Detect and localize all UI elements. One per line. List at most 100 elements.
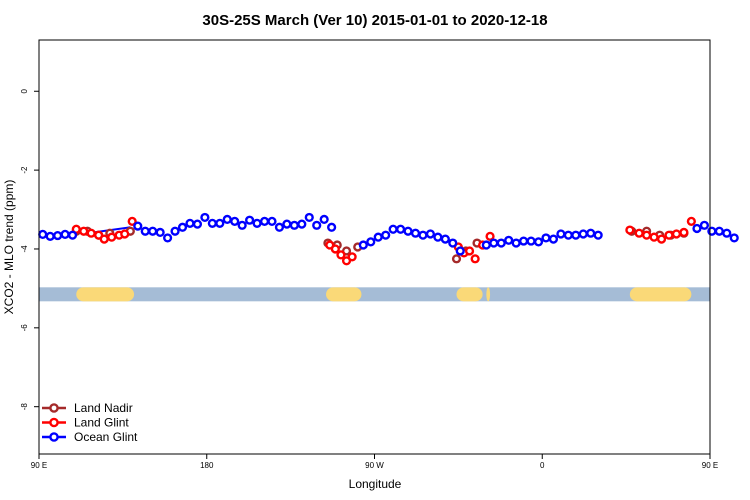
ocean-glint-point [707,226,717,236]
legend-item-land-glint: Land Glint [42,416,129,430]
ocean-glint-point [297,219,307,229]
ocean-glint-point [312,220,322,230]
ocean-glint-point [433,232,443,242]
ocean-glint-point [403,226,413,236]
ocean-glint-point [289,220,299,230]
ocean-glint-point [155,227,165,238]
ocean-glint-point [366,237,376,247]
y-tick-label: 0 [20,88,29,93]
y-axis: 0 -2 -4 -6 -8 [20,88,39,410]
land-band-segment [326,287,362,302]
land-glint-point [79,226,89,236]
land-glint-point [464,246,475,256]
ocean-glint-point [192,219,203,229]
ocean-glint-point [586,228,596,238]
x-tick-label: 90 E [702,461,718,470]
ocean-glint-point [230,216,240,226]
ocean-glint-point [526,236,536,246]
ocean-glint-point [38,229,48,239]
ocean-glint-point [729,233,739,243]
ocean-glint-point [556,229,566,239]
y-tick-label: -2 [20,166,29,174]
land-glint-point [649,232,659,242]
legend-item-land-nadir: Land Nadir [42,401,133,415]
series-land-glint [71,216,696,266]
x-tick-label: 90 W [365,461,384,470]
x-tick-label: 0 [540,461,545,470]
ocean-glint-point [504,235,514,245]
y-tick-label: -8 [20,403,29,411]
series-ocean-glint [38,212,739,256]
ocean-glint-point [511,238,521,248]
land-glint-point [347,252,357,262]
land-glint-point [664,230,674,240]
ocean-glint-point [381,230,391,240]
ocean-glint-point [541,233,551,243]
ocean-glint-point [60,229,70,239]
y-tick-label: -4 [20,245,29,253]
ocean-glint-point [563,230,573,240]
ocean-glint-point [533,237,544,247]
x-axis-label: Longitude [349,477,402,491]
legend-item-ocean-glint: Ocean Glint [42,430,138,444]
ocean-glint-point [207,218,217,228]
ocean-glint-point [593,230,603,240]
data-points [38,212,739,266]
land-band-segment [486,287,491,302]
ocean-glint-point [395,224,406,234]
ocean-glint-point [373,232,383,242]
ocean-glint-point [388,224,398,234]
ocean-glint-point [578,229,588,239]
ocean-glint-point [455,246,465,256]
ocean-glint-point [222,214,232,225]
ocean-glint-point [140,226,150,236]
ocean-glint-point [440,234,450,244]
land-glint-point [336,250,346,260]
ocean-glint-point [519,236,529,246]
plot-frame [38,39,711,455]
ocean-band [39,287,710,302]
ocean-glint-point [53,230,63,241]
ocean-glint-point [170,226,180,236]
ocean-glint-point [215,218,225,228]
surface-band [39,287,710,302]
ocean-glint-point [133,221,143,231]
legend-label: Ocean Glint [74,430,138,444]
ocean-glint-point [245,215,255,225]
ocean-glint-point [200,212,210,223]
land-band-segment [76,287,135,302]
ocean-glint-point [267,216,277,226]
ocean-glint-point [185,218,195,228]
legend-marker [49,403,59,413]
land-band-segment [629,287,692,302]
land-glint-point [642,230,652,240]
land-glint-point [485,231,495,241]
ocean-glint-point [418,230,428,240]
ocean-glint-point [410,228,421,238]
ocean-glint-point [699,220,710,230]
ocean-glint-point [177,222,188,232]
legend-marker [49,432,59,442]
ocean-glint-point [319,214,329,225]
ocean-glint-point [282,219,292,229]
land-glint-point [127,216,137,226]
ocean-glint-point [237,220,247,230]
land-glint-point [679,227,689,238]
land-glint-point [99,234,109,244]
land-glint-point [686,216,696,226]
legend-marker [49,417,59,428]
land-glint-point [625,225,635,235]
ocean-glint-point [252,218,262,228]
y-axis-label: XCO2 - MLO trend (ppm) [2,180,16,315]
ocean-glint-point [67,230,78,240]
x-tick-label: 180 [200,461,214,470]
ocean-glint-point [327,222,337,232]
ocean-glint-point [45,231,55,241]
ocean-glint-point [448,238,458,248]
ocean-glint-point [304,212,314,223]
land-glint-point [671,229,682,239]
land-glint-point [86,228,96,238]
land-glint-point [656,234,667,244]
land-glint-point [470,254,480,264]
